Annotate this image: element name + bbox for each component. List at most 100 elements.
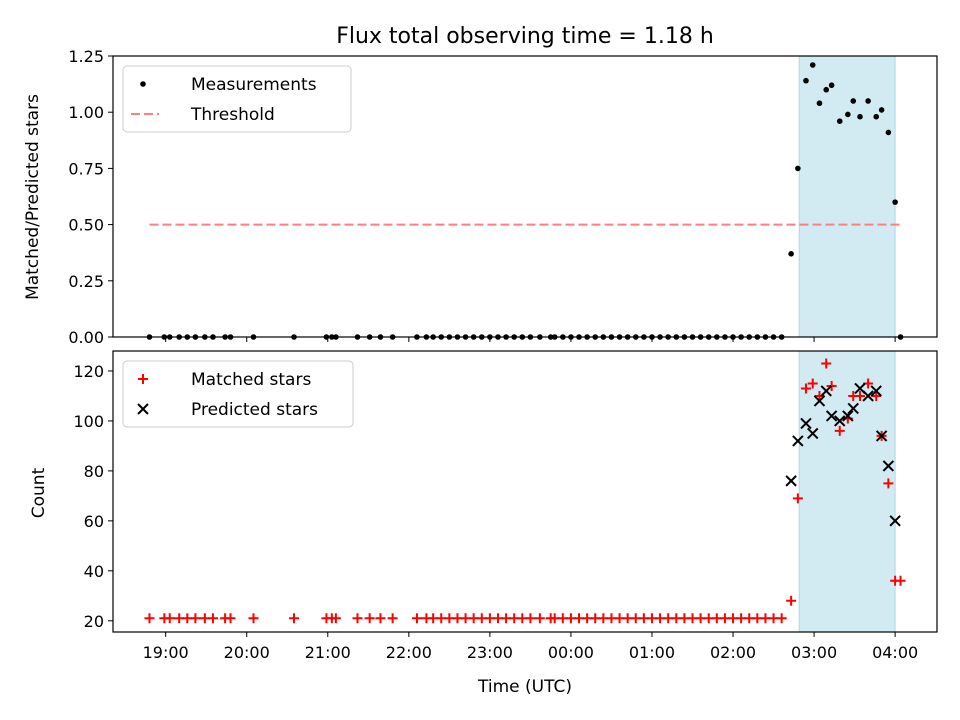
measurement-point bbox=[850, 98, 857, 104]
predicted-star-point bbox=[875, 430, 888, 442]
matched-star-point bbox=[786, 595, 797, 606]
legend: Measurements Threshold bbox=[122, 65, 352, 133]
predicted-star-point bbox=[862, 390, 874, 402]
measurement-point bbox=[795, 165, 801, 172]
predicted-star-point bbox=[842, 410, 854, 422]
predicted-star-point bbox=[785, 475, 797, 487]
x-tick-label: 01:00 bbox=[629, 643, 675, 662]
measurement-point bbox=[892, 199, 898, 205]
measurement-point bbox=[857, 113, 863, 120]
top-panel: 0.00 0.25 0.50 0.75 1.00 1.25 Measurements Thre… bbox=[23, 47, 938, 347]
legend-label: Threshold bbox=[190, 105, 275, 125]
y-tick-label: 20 bbox=[84, 612, 104, 631]
measurement-point bbox=[865, 98, 871, 104]
matched-star-point bbox=[855, 390, 866, 401]
matched-star-point bbox=[352, 613, 363, 624]
y-tick-label: 0.50 bbox=[68, 216, 104, 235]
matched-star-point bbox=[225, 613, 236, 624]
matched-star-point bbox=[144, 613, 155, 624]
measurement-point bbox=[885, 129, 892, 136]
legend-predicted-marker bbox=[137, 403, 149, 415]
y-tick-label: 120 bbox=[73, 362, 104, 381]
measurement-point bbox=[845, 111, 851, 118]
measurement-point bbox=[823, 86, 830, 93]
top-ylabel: Matched/Predicted stars bbox=[23, 94, 43, 300]
bottom-panel: 19:00 20:00 21:00 22:00 23:00 00:00 01:00 02:00… bbox=[29, 350, 938, 662]
y-tick-label: 1.25 bbox=[68, 47, 104, 66]
matched-star-point bbox=[364, 613, 375, 624]
y-tick-label: 40 bbox=[84, 562, 104, 581]
x-tick-label: 00:00 bbox=[548, 643, 594, 662]
matched-star-point bbox=[800, 383, 811, 394]
matched-star-point bbox=[821, 358, 832, 369]
matched-star-point bbox=[207, 613, 218, 624]
y-tick-label: 100 bbox=[73, 412, 104, 431]
y-tick-label: 1.00 bbox=[68, 103, 104, 122]
legend: Matched stars Predicted stars bbox=[122, 360, 354, 428]
chart-title: Flux total observing time = 1.18 h bbox=[336, 24, 714, 49]
matched-star-point bbox=[895, 575, 906, 586]
measurement-point bbox=[816, 100, 823, 107]
x-tick-label: 20:00 bbox=[224, 643, 270, 662]
axes-frame bbox=[112, 350, 938, 633]
predicted-star-point bbox=[882, 460, 895, 472]
predicted-star-point bbox=[870, 385, 882, 397]
matched-star-point bbox=[792, 493, 803, 504]
measurement-point bbox=[788, 251, 794, 257]
matched-star-point bbox=[190, 613, 201, 624]
bottom-plot-area: 19:00 20:00 21:00 22:00 23:00 00:00 01:00 02:00… bbox=[73, 350, 938, 662]
top-plot-area: 0.00 0.25 0.50 0.75 1.00 1.25 Measurements Thre… bbox=[68, 47, 938, 347]
measurement-point bbox=[828, 82, 835, 89]
matched-star-point bbox=[534, 613, 545, 624]
predicted-star-point bbox=[847, 402, 859, 415]
y-tick-label: 0.00 bbox=[68, 328, 104, 347]
legend-box bbox=[122, 360, 354, 428]
x-tick-label: 23:00 bbox=[467, 643, 513, 662]
matched-star-point bbox=[871, 390, 882, 401]
matched-star-point bbox=[387, 613, 398, 624]
legend-label: Matched stars bbox=[191, 370, 311, 390]
axes-frame bbox=[112, 55, 938, 338]
predicted-star-point bbox=[800, 417, 812, 430]
x-tick-label: 19:00 bbox=[143, 643, 189, 662]
measurement-point bbox=[873, 113, 880, 120]
predicted-star-point bbox=[807, 427, 819, 440]
x-tick-label: 21:00 bbox=[305, 643, 351, 662]
legend-box bbox=[122, 65, 352, 133]
matched-star-point bbox=[776, 613, 787, 624]
matched-star-point bbox=[411, 613, 422, 624]
legend-measurement-marker bbox=[140, 81, 146, 87]
matched-star-point bbox=[164, 613, 175, 624]
matched-star-point bbox=[807, 378, 818, 389]
predicted-star-point bbox=[813, 395, 826, 407]
legend-label: Predicted stars bbox=[191, 400, 318, 420]
predicted-star-point bbox=[825, 410, 838, 422]
predicted-star-point bbox=[792, 435, 804, 447]
matched-star-point bbox=[814, 390, 825, 401]
measurement-point bbox=[809, 62, 816, 68]
x-tick-label: 02:00 bbox=[710, 643, 756, 662]
y-tick-label: 80 bbox=[84, 462, 104, 481]
predicted-star-point bbox=[834, 415, 846, 427]
bottom-ylabel: Count bbox=[29, 467, 49, 518]
matched-star-point bbox=[248, 613, 259, 624]
observing-window-span bbox=[798, 55, 896, 338]
matched-star-point bbox=[883, 478, 894, 489]
matched-star-point bbox=[330, 613, 341, 624]
matched-star-point bbox=[289, 613, 300, 624]
matched-star-point bbox=[834, 425, 845, 436]
measurement-point bbox=[878, 107, 885, 113]
observing-window-span bbox=[798, 350, 896, 633]
matched-star-point bbox=[826, 380, 837, 391]
measurement-point bbox=[803, 77, 809, 84]
legend-label: Measurements bbox=[191, 75, 317, 95]
legend-matched-marker bbox=[138, 374, 148, 384]
y-tick-label: 0.75 bbox=[68, 159, 104, 178]
y-tick-label: 60 bbox=[84, 512, 104, 531]
y-tick-label: 0.25 bbox=[68, 272, 104, 291]
x-tick-label: 22:00 bbox=[386, 643, 432, 662]
x-tick-label: 03:00 bbox=[791, 643, 837, 662]
predicted-star-point bbox=[820, 385, 832, 397]
matched-star-point bbox=[375, 613, 386, 624]
